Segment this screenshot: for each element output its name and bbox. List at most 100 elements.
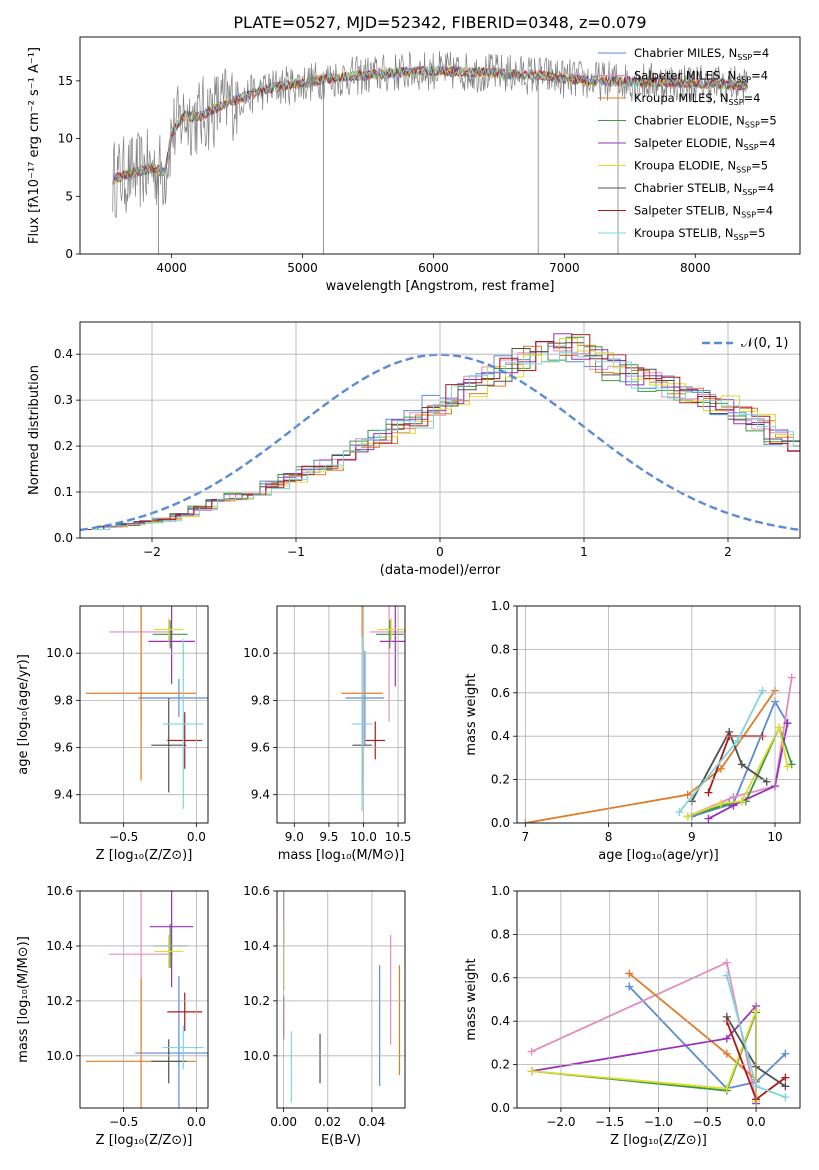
y-tick-label: 0.8: [491, 642, 510, 656]
weight-marker: [716, 799, 725, 808]
y-tick-label: 10: [58, 132, 73, 146]
legend-value: =4: [759, 136, 776, 150]
y-tick-label: 5: [65, 189, 73, 203]
y-tick-label: 0.8: [491, 927, 510, 941]
x-tick-label: −0.5: [109, 830, 138, 844]
x-tick-label: −0.5: [109, 1115, 138, 1129]
legend-label: 𝒩(0, 1): [741, 336, 788, 351]
errorbar-point-7: [365, 721, 385, 760]
errorbar-point-3: [152, 620, 188, 649]
weight-marker: [722, 1034, 731, 1043]
y-tick-label: 0.0: [491, 1101, 510, 1115]
x-tick-label: 0: [436, 545, 444, 559]
x-tick-label: 10.5: [385, 830, 412, 844]
errorbar-point-0: [135, 976, 208, 1108]
legend-value: =4: [744, 91, 761, 105]
errorbar-point-4: [149, 891, 194, 988]
x-tick-label: 10: [767, 830, 782, 844]
errorbar-point-1: [369, 606, 405, 722]
x-tick-label: −1.5: [595, 1115, 624, 1129]
legend-label: Salpeter STELIB, NSSP=4: [634, 204, 773, 220]
weight-marker: [675, 808, 684, 817]
y-tick-label: 0.2: [491, 773, 510, 787]
x-tick-label: 0.04: [359, 1115, 386, 1129]
weight-marker: [758, 686, 767, 695]
errorbar-point-0: [138, 679, 208, 717]
weight-marker: [781, 1073, 790, 1082]
weight-marker: [787, 760, 796, 769]
legend-label: Chabrier MILES, NSSP=4: [634, 46, 769, 62]
errorbar-point-3: [375, 620, 404, 649]
y-tick-label: 0.1: [54, 485, 73, 499]
weight-marker: [527, 1067, 536, 1076]
model-spectrum-8: [112, 64, 748, 185]
weight-marker: [704, 814, 713, 823]
weight-marker: [722, 958, 731, 967]
plot-residuals: −2 −1 0 1 2 0.0 0.1 0.2 0.3 0.4 𝒩(0, 1) (data-model…: [27, 321, 801, 578]
errorbar-point-4: [380, 606, 405, 687]
x-axis-label: (data-model)/error: [380, 563, 501, 578]
y-axis-label: mass [log₁₀(M/M⊙)]: [16, 936, 31, 1063]
legend-label: Kroupa STELIB, NSSP=5: [634, 226, 765, 242]
weight-line-6: [691, 729, 768, 802]
errorbar-point-0: [345, 650, 385, 746]
x-axis-label: age [log₁₀(age/yr)]: [598, 848, 719, 863]
legend-subscript: SSP: [737, 53, 752, 62]
plot-mass-vs-EBV: 0.00 0.02 0.04 10.0 10.2 10.4 10.6 E(B-V): [243, 884, 406, 1148]
x-tick-label: 0.0: [187, 830, 206, 844]
x-tick-label: 6000: [418, 261, 449, 275]
errorbar-point-6: [151, 1039, 187, 1084]
y-tick-label: 10.0: [243, 1049, 270, 1063]
y-tick-label: 10.0: [46, 646, 73, 660]
errorbar-point-5: [377, 617, 405, 642]
y-tick-label: 10.6: [243, 884, 270, 898]
x-axis-label: mass [log₁₀(M/M⊙)]: [278, 848, 405, 863]
plot-area: [85, 606, 208, 809]
x-tick-label: −2.0: [546, 1115, 575, 1129]
x-tick-label: 9: [688, 830, 696, 844]
x-axis-label: E(B-V): [321, 1133, 361, 1148]
x-tick-label: −2: [143, 545, 161, 559]
weight-marker: [737, 797, 746, 806]
x-tick-label: 8: [605, 830, 613, 844]
weight-marker: [787, 673, 796, 682]
y-tick-label: 0.6: [491, 971, 510, 985]
plot-mass-weight-vs-age: 7 8 9 10 0.0 0.2 0.4 0.6 0.8 1.0 age [log₁₀(age/yr…: [464, 599, 801, 863]
y-tick-label: 15: [58, 74, 73, 88]
y-tick-label: 9.4: [54, 788, 73, 802]
axes-frame: [79, 36, 801, 255]
weight-marker: [683, 812, 692, 821]
x-tick-label: 8000: [680, 261, 711, 275]
errorbar-point-6: [151, 697, 187, 793]
axes-frame: [276, 890, 406, 1109]
axes-frame: [79, 605, 209, 824]
legend-label: Chabrier STELIB, NSSP=4: [634, 181, 774, 197]
histogram-3: [80, 336, 800, 530]
axes-frame: [79, 890, 209, 1109]
legend-label: Salpeter ELODIE, NSSP=4: [634, 136, 776, 152]
y-tick-label: 0.2: [54, 439, 73, 453]
weight-marker: [737, 760, 746, 769]
weight-marker: [781, 1093, 790, 1102]
histogram-8: [91, 351, 800, 530]
legend-value: =5: [749, 226, 766, 240]
x-tick-label: 0.0: [187, 1115, 206, 1129]
y-tick-label: 10.2: [243, 994, 270, 1008]
legend-value: =4: [757, 181, 774, 195]
weight-marker: [704, 788, 713, 797]
x-tick-label: 1: [580, 545, 588, 559]
plot-spectrum: 4000 5000 6000 7000 8000 0 5 10 15 Chabrier MILES…: [27, 36, 801, 294]
x-tick-label: 7: [522, 830, 530, 844]
y-axis-label: age [log₁₀(age/yr)]: [16, 654, 31, 775]
y-tick-label: 10.4: [46, 939, 73, 953]
legend-subscript: SSP: [744, 143, 759, 152]
y-tick-label: 9.6: [54, 741, 73, 755]
weight-marker: [775, 723, 784, 732]
x-tick-label: 0.00: [270, 1115, 297, 1129]
y-tick-label: 0.0: [491, 816, 510, 830]
weight-marker: [625, 969, 634, 978]
errorbar-point-8: [162, 1025, 204, 1070]
y-tick-label: 10.0: [46, 1049, 73, 1063]
x-axis-label: wavelength [Angstrom, rest frame]: [326, 279, 555, 294]
weight-marker: [783, 719, 792, 728]
